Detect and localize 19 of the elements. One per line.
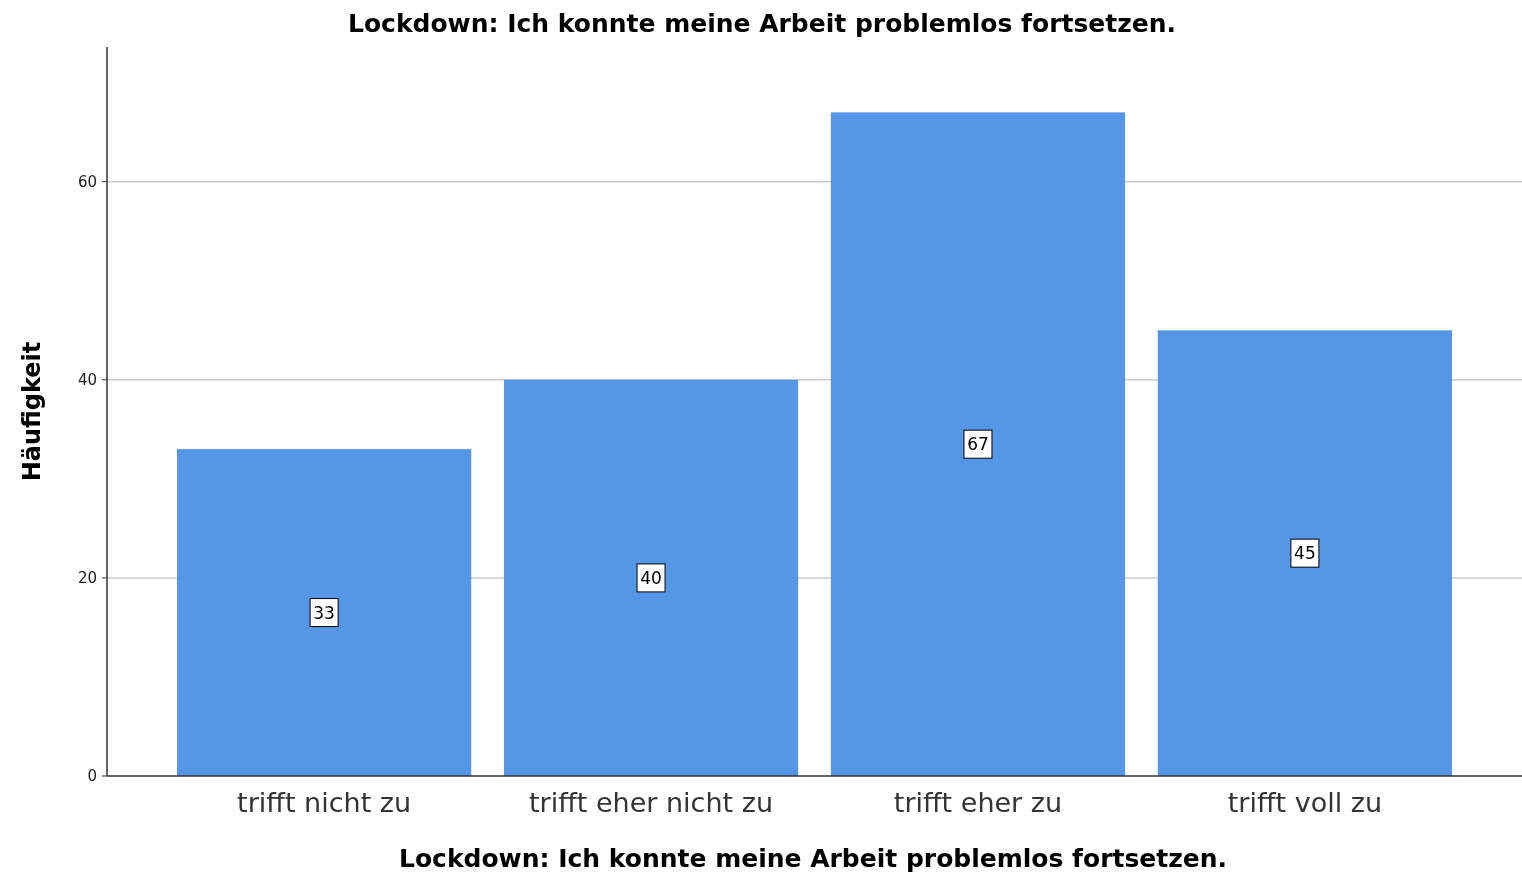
- data-label: 33: [313, 602, 335, 623]
- x-tick-label: trifft eher nicht zu: [529, 787, 774, 818]
- bar: [1157, 330, 1452, 776]
- y-tick-label: 40: [77, 370, 97, 389]
- y-tick-label: 60: [77, 172, 97, 191]
- y-tick-label: 0: [87, 767, 97, 785]
- y-axis-title: Häufigkeit: [18, 341, 46, 482]
- data-label: 45: [1294, 543, 1316, 564]
- data-label: 67: [967, 434, 989, 455]
- bar: [177, 449, 472, 776]
- data-label: 40: [640, 567, 662, 588]
- x-tick-label: trifft nicht zu: [237, 787, 412, 818]
- x-tick-label: trifft voll zu: [1227, 787, 1383, 818]
- bar: [830, 112, 1126, 776]
- x-tick-label: trifft eher zu: [893, 787, 1063, 818]
- bar: [503, 379, 799, 776]
- chart-title: Lockdown: Ich konnte meine Arbeit problemlos fortsetzen.: [347, 9, 1177, 38]
- x-axis-title: Lockdown: Ich konnte meine Arbeit problemlos fortsetzen.: [398, 844, 1228, 873]
- y-tick-label: 20: [77, 568, 97, 587]
